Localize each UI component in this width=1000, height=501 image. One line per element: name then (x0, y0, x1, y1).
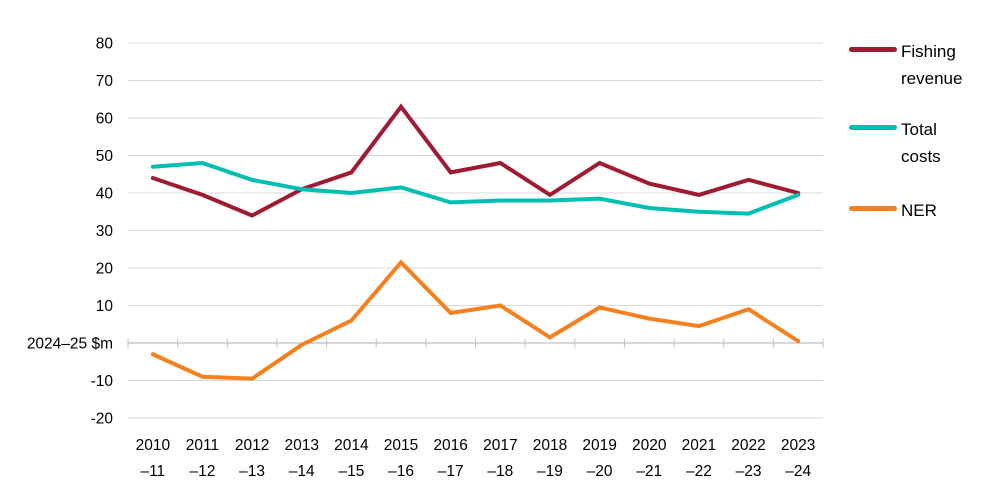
x-axis-tick-label-year: 2021 (682, 437, 716, 454)
legend-item-fishing-revenue: Fishing revenue (849, 38, 975, 92)
x-axis-tick-label-span: –18 (487, 463, 513, 480)
x-axis-tick-label-span: –24 (785, 463, 811, 480)
y-axis-tick-label: -20 (91, 411, 114, 428)
y-axis-tick-label: 60 (96, 111, 114, 128)
legend-item-ner: NER (849, 197, 975, 224)
x-axis-tick-label-year: 2015 (384, 437, 418, 454)
y-axis-tick-label: 20 (96, 261, 114, 278)
y-axis-tick-label: 30 (96, 223, 114, 240)
legend-swatch-fishing-revenue (849, 47, 897, 52)
y-axis-tick-label: 10 (96, 298, 114, 315)
x-axis-tick-label-year: 2011 (186, 437, 219, 454)
legend-item-total-costs: Total costs (849, 116, 975, 170)
x-axis-tick-label-span: –19 (537, 463, 563, 480)
y-axis-unit-label: 2024–25 $m (27, 336, 113, 353)
x-axis-tick-label-span: –23 (736, 463, 762, 480)
series-line-ner (150, 259, 801, 381)
x-axis-tick-label-span: –17 (438, 463, 464, 480)
x-axis-tick-label-year: 2010 (136, 437, 171, 454)
legend-swatch-ner (849, 206, 897, 211)
y-axis-tick-label: 80 (96, 36, 114, 53)
x-axis-tick-label-year: 2012 (235, 437, 269, 454)
x-axis-tick-label-year: 2019 (582, 437, 616, 454)
y-axis-tick-label: 40 (96, 186, 114, 203)
series-line-total-costs (150, 160, 801, 216)
x-axis-tick-label-span: –15 (338, 463, 364, 480)
x-axis-tick-label-span: –21 (636, 463, 662, 480)
x-axis-tick-label-year: 2018 (533, 437, 567, 454)
x-axis-tick-label-span: –22 (686, 463, 712, 480)
x-axis-tick-label-year: 2017 (483, 437, 517, 454)
x-axis-tick-label-span: –20 (587, 463, 613, 480)
legend-label-total-costs: Total costs (901, 120, 941, 166)
x-axis-tick-label-year: 2023 (781, 437, 815, 454)
y-axis-tick-label: 70 (96, 73, 114, 90)
y-axis-tick-label: -10 (91, 373, 114, 390)
x-axis-tick-label-year: 2013 (285, 437, 319, 454)
x-axis-tick-label-span: –13 (239, 463, 265, 480)
legend-swatch-total-costs (849, 125, 897, 130)
x-axis-tick-label-span: –11 (140, 463, 165, 480)
x-axis-tick-label-span: –14 (289, 463, 315, 480)
x-axis-tick-label-year: 2014 (334, 437, 369, 454)
series-line-fishing-revenue (150, 103, 801, 218)
x-axis-tick-label-span: –16 (388, 463, 414, 480)
x-axis-tick-label-year: 2022 (731, 437, 765, 454)
legend-label-fishing-revenue: Fishing revenue (901, 42, 963, 88)
x-axis-tick-label-year: 2020 (632, 437, 667, 454)
y-axis-tick-label: 50 (96, 148, 114, 165)
legend-label-ner: NER (901, 201, 937, 220)
x-axis-tick-label-span: –12 (190, 463, 216, 480)
x-axis-tick-label-year: 2016 (433, 437, 467, 454)
